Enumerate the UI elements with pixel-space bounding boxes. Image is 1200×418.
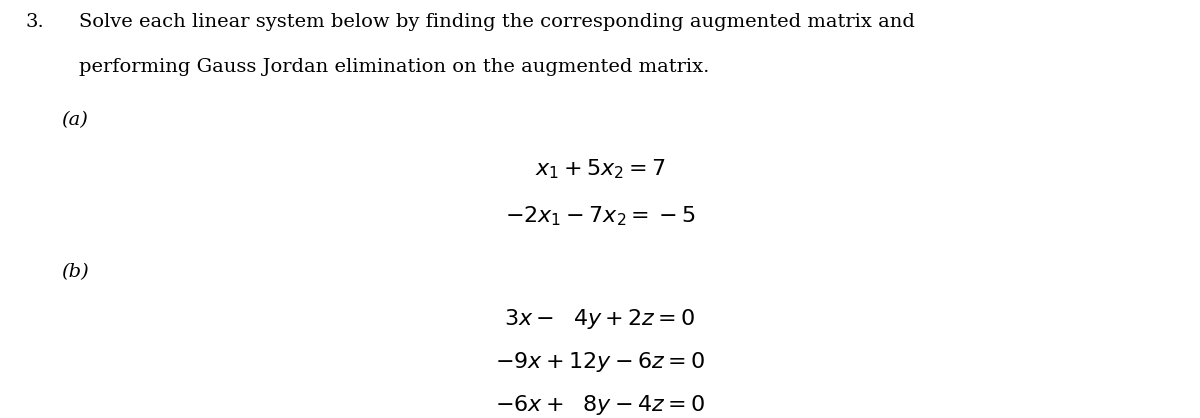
Text: $3x - \ \ 4y + 2z = 0$: $3x - \ \ 4y + 2z = 0$: [504, 306, 696, 331]
Text: $-2x_1 - 7x_2 = -5$: $-2x_1 - 7x_2 = -5$: [505, 205, 695, 228]
Text: Solve each linear system below by finding the corresponding augmented matrix and: Solve each linear system below by findin…: [79, 13, 916, 31]
Text: 3.: 3.: [25, 13, 44, 31]
Text: (a): (a): [61, 111, 88, 129]
Text: $-6x + \ \ 8y - 4z = 0$: $-6x + \ \ 8y - 4z = 0$: [494, 393, 706, 417]
Text: (b): (b): [61, 263, 89, 281]
Text: performing Gauss Jordan elimination on the augmented matrix.: performing Gauss Jordan elimination on t…: [79, 58, 709, 76]
Text: $-9x + 12y - 6z = 0$: $-9x + 12y - 6z = 0$: [496, 349, 704, 374]
Text: $x_1 + 5x_2 = 7$: $x_1 + 5x_2 = 7$: [534, 158, 666, 181]
